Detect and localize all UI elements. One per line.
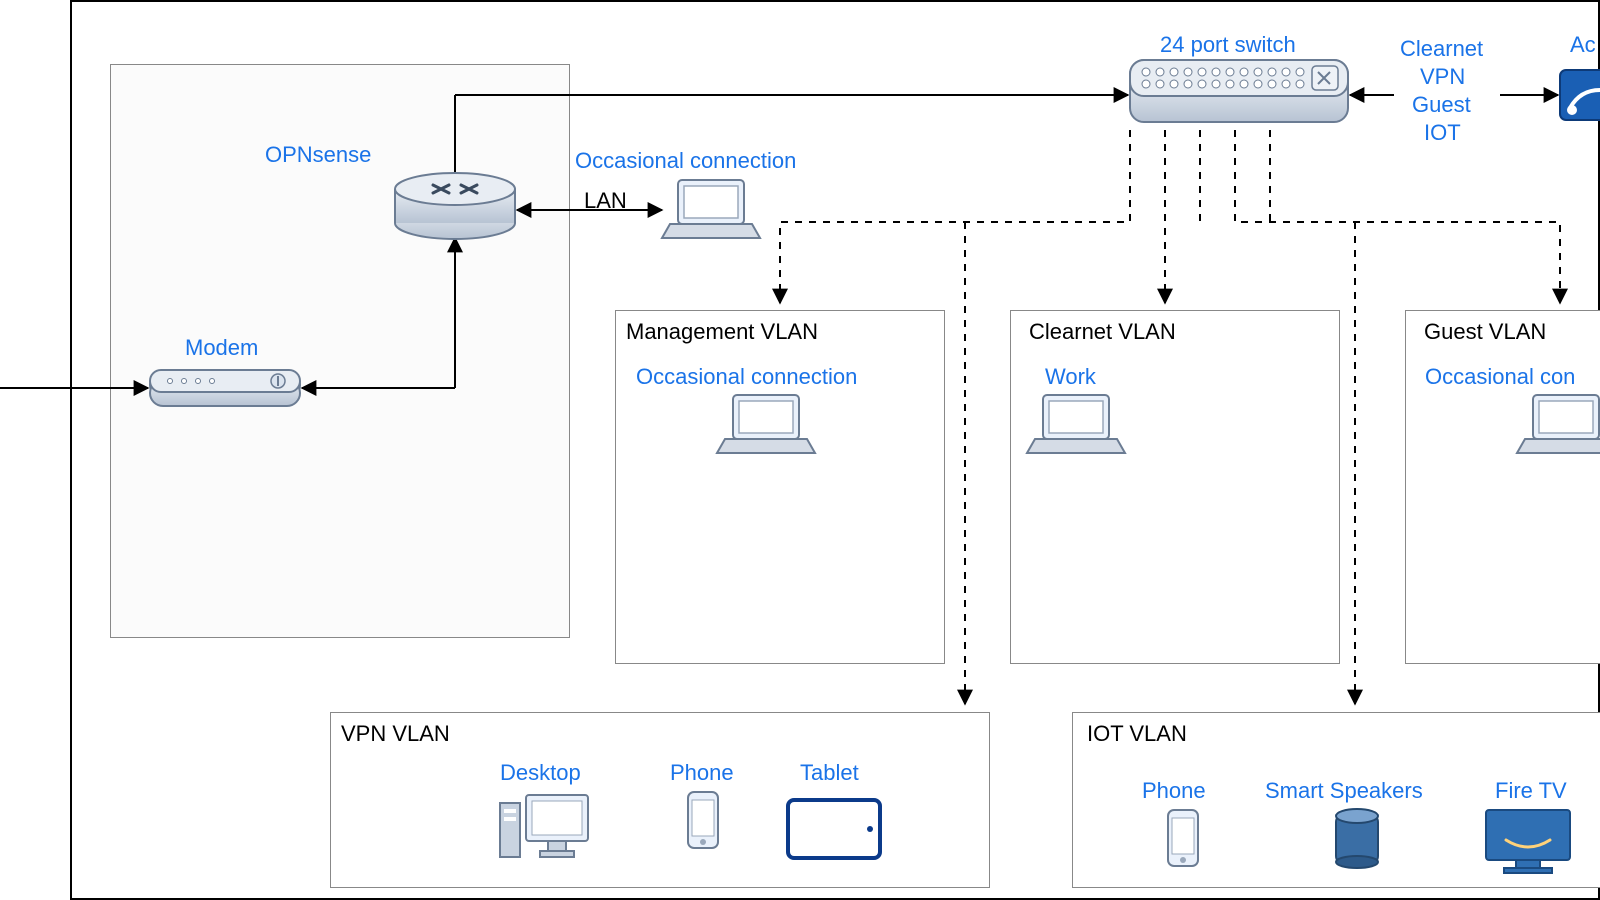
label-tablet: Tablet	[800, 760, 859, 786]
group-title-clear: Clearnet VLAN	[1025, 317, 1180, 347]
label-phone-iot: Phone	[1142, 778, 1206, 804]
label-opnsense: OPNsense	[265, 142, 371, 168]
label-guest-conn: Occasional con	[1425, 364, 1575, 390]
label-trunk-vpn: VPN	[1420, 64, 1465, 90]
label-trunk-iot: IOT	[1424, 120, 1461, 146]
label-occasional-top: Occasional connection	[575, 148, 796, 174]
label-firetv: Fire TV	[1495, 778, 1567, 804]
label-modem: Modem	[185, 335, 258, 361]
group-vpn-vlan: VPN VLAN	[330, 712, 990, 888]
label-trunk-guest: Guest	[1412, 92, 1471, 118]
group-title-mgmt: Management VLAN	[622, 317, 822, 347]
label-speakers: Smart Speakers	[1265, 778, 1423, 804]
group-title-iot: IOT VLAN	[1083, 719, 1191, 749]
label-trunk-clearnet: Clearnet	[1400, 36, 1483, 62]
label-mgmt-conn: Occasional connection	[636, 364, 857, 390]
group-title-vpn: VPN VLAN	[337, 719, 454, 749]
label-phone-vpn: Phone	[670, 760, 734, 786]
group-title-guest: Guest VLAN	[1420, 317, 1550, 347]
label-desktop: Desktop	[500, 760, 581, 786]
label-lan: LAN	[584, 188, 627, 214]
label-switch: 24 port switch	[1160, 32, 1296, 58]
label-ap-partial: Ac	[1570, 32, 1596, 58]
label-work: Work	[1045, 364, 1096, 390]
diagram-canvas: Management VLAN Clearnet VLAN Guest VLAN…	[0, 0, 1600, 900]
